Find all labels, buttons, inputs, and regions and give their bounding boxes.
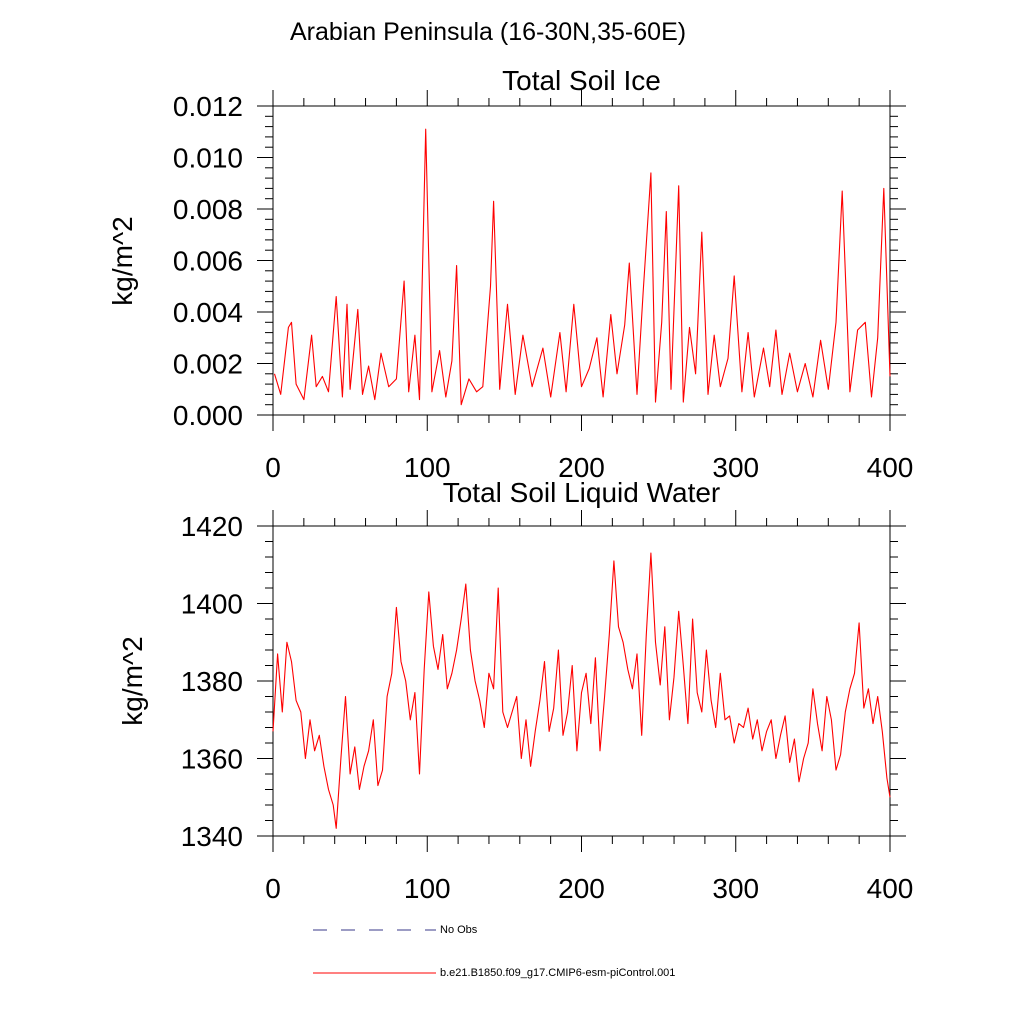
x-tick-label: 300 [712, 452, 759, 483]
x-tick-label: 400 [867, 452, 914, 483]
legend-label-no-obs: No Obs [440, 924, 478, 936]
y-tick-label: 1400 [181, 589, 243, 620]
y-axis-label: kg/m^2 [107, 216, 138, 305]
series-line [273, 128, 891, 406]
x-tick-label: 100 [404, 452, 451, 483]
page-title-text: Arabian Peninsula (16-30N,35-60E) [290, 18, 687, 46]
y-tick-label: 1380 [181, 666, 243, 697]
panel-2: Total Soil Liquid Water kg/m^2 0 100 200 300 4… [117, 477, 913, 904]
y-tick-label: 0.002 [173, 349, 243, 380]
plot-frame [272, 525, 891, 837]
y-tick-label: 1420 [181, 511, 243, 542]
y-tick-label: 1340 [181, 821, 243, 852]
x-tick-label: 300 [712, 873, 759, 904]
x-tick-label: 100 [404, 873, 451, 904]
y-axis-label: kg/m^2 [117, 636, 148, 725]
y-tick-label: 0.000 [173, 400, 243, 431]
y-tick-label: 1360 [181, 744, 243, 775]
legend-label-model: b.e21.B1850.f09_g17.CMIP6-esm-piControl.… [440, 967, 676, 979]
chart-title: Total Soil Liquid Water [443, 477, 721, 508]
x-tick-label: 0 [265, 452, 281, 483]
y-tick-label: 0.008 [173, 194, 243, 225]
x-tick-label: 200 [558, 452, 605, 483]
x-tick-label: 0 [265, 873, 281, 904]
y-tick-label: 0.010 [173, 143, 243, 174]
x-tick-label: 400 [867, 873, 914, 904]
y-tick-label: 0.006 [173, 246, 243, 277]
plot-frame [272, 105, 891, 416]
series-line [272, 552, 891, 829]
y-tick-label: 0.012 [173, 91, 243, 122]
y-tick-label: 0.004 [173, 297, 243, 328]
x-tick-label: 200 [558, 873, 605, 904]
